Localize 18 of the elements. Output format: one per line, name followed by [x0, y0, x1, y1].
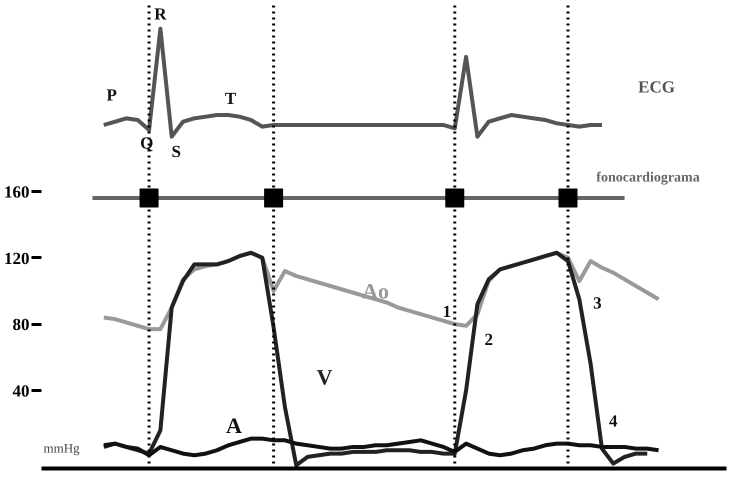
y-tick-label: 40	[12, 382, 30, 401]
series-label: fonocardiograma	[596, 170, 700, 186]
annotation: 4	[609, 411, 618, 430]
annotation: R	[154, 4, 168, 24]
annotation: 1	[442, 302, 452, 321]
annotation: 3	[593, 294, 602, 313]
y-tick-label: 80	[12, 315, 30, 334]
annotation: P	[106, 86, 117, 105]
series-label: V	[316, 364, 333, 390]
series-label: A	[226, 412, 242, 438]
y-tick-label: 120	[4, 248, 30, 268]
annotation: S	[172, 142, 181, 162]
annotation: 2	[484, 330, 493, 350]
y-axis-title: mmHg	[44, 440, 80, 456]
y-tick-label: 160	[4, 182, 30, 202]
text: ECG	[638, 77, 676, 96]
annotation: Q	[140, 134, 154, 153]
annotation: T	[224, 88, 237, 108]
